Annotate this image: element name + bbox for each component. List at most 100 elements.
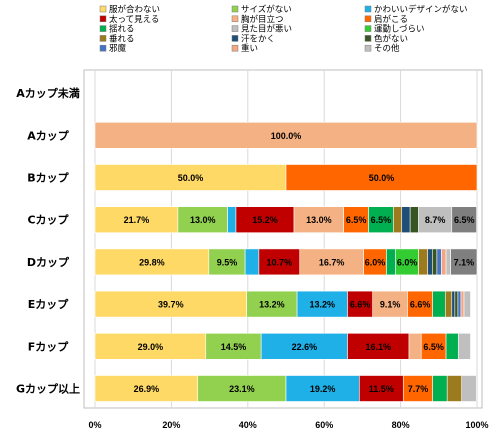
bar-segment bbox=[454, 290, 459, 318]
data-label: 19.2% bbox=[310, 384, 336, 394]
category-label: Aカップ未満 bbox=[16, 86, 80, 100]
bar-segment bbox=[401, 206, 411, 233]
data-label: 6.5% bbox=[346, 215, 367, 225]
data-label: 6.0% bbox=[365, 257, 386, 267]
bar-segment bbox=[445, 248, 451, 276]
bar-segment bbox=[407, 290, 433, 318]
data-label: 9.5% bbox=[217, 257, 238, 267]
legend-label: 胸が目立つ bbox=[241, 14, 284, 25]
category-label: Cカップ bbox=[27, 213, 69, 227]
legend-label: 垂れる bbox=[109, 33, 135, 44]
data-label: 16.7% bbox=[319, 257, 345, 267]
bar-segment bbox=[244, 248, 260, 276]
data-label: 7.7% bbox=[408, 384, 429, 394]
bar-segment bbox=[436, 248, 442, 276]
legend-swatch bbox=[231, 5, 239, 13]
bar-segment bbox=[293, 206, 344, 233]
data-label: 8.7% bbox=[425, 215, 446, 225]
legend-label: その他 bbox=[374, 43, 400, 54]
legend-swatch bbox=[231, 44, 239, 52]
legend-label: 色がない bbox=[374, 33, 408, 44]
x-tick-label: 40% bbox=[239, 420, 257, 430]
legend-label: 汗をかく bbox=[241, 33, 275, 44]
data-label: 13.0% bbox=[306, 215, 332, 225]
legend-swatch bbox=[231, 35, 239, 42]
bar-segment bbox=[420, 332, 447, 360]
data-label: 39.7% bbox=[158, 300, 184, 310]
bar-segment bbox=[441, 248, 447, 276]
data-label: 6.5% bbox=[454, 215, 475, 225]
bar-segment bbox=[446, 375, 463, 402]
x-tick-label: 0% bbox=[88, 420, 101, 430]
data-label: 6.0% bbox=[397, 257, 418, 267]
bar-segment bbox=[177, 206, 228, 233]
bar-segment bbox=[445, 332, 459, 360]
bar-segment bbox=[94, 122, 478, 149]
category-label: Bカップ bbox=[27, 171, 69, 185]
x-tick-label: 80% bbox=[392, 420, 410, 430]
legend-swatch bbox=[99, 5, 107, 13]
bar-segment bbox=[246, 290, 298, 318]
bar-segment bbox=[461, 375, 477, 402]
category-label: Dカップ bbox=[27, 255, 70, 269]
legend-swatch bbox=[364, 5, 372, 13]
legend-label: 見た目が悪い bbox=[241, 24, 292, 35]
bar-segment bbox=[418, 206, 453, 233]
bar-segment bbox=[457, 290, 462, 318]
legend-label: サイズがない bbox=[241, 4, 292, 15]
bar-segment bbox=[359, 375, 404, 402]
bar-segment bbox=[94, 206, 179, 233]
bar-segment bbox=[393, 206, 403, 233]
category-label: Eカップ bbox=[28, 297, 70, 311]
bar-segment bbox=[258, 248, 301, 276]
data-label: 15.2% bbox=[252, 215, 278, 225]
legend-swatch bbox=[99, 15, 107, 23]
legend-label: 重い bbox=[241, 43, 258, 54]
legend-swatch bbox=[99, 25, 107, 32]
data-label: 29.8% bbox=[139, 257, 165, 267]
bar-segment bbox=[450, 248, 478, 276]
data-label: 100.0% bbox=[271, 131, 302, 141]
data-label: 50.0% bbox=[369, 173, 395, 183]
legend-swatch bbox=[364, 44, 372, 52]
legend-label: 太って見える bbox=[109, 14, 159, 25]
bar-segment bbox=[205, 332, 262, 360]
data-label: 21.7% bbox=[124, 215, 150, 225]
bar-segment bbox=[460, 290, 465, 318]
category-label: Gカップ以上 bbox=[16, 382, 80, 396]
bar-segment bbox=[444, 290, 453, 318]
data-label: 6.6% bbox=[410, 300, 431, 310]
legend-swatch bbox=[231, 25, 239, 32]
x-tick-label: 60% bbox=[315, 420, 333, 430]
bar-segment bbox=[94, 290, 247, 318]
category-label: Fカップ bbox=[28, 339, 70, 353]
legend-label: 運動しづらい bbox=[374, 24, 425, 35]
bars bbox=[94, 122, 478, 402]
bar-segment bbox=[432, 248, 438, 276]
bar-segment bbox=[227, 206, 237, 233]
bar-segment bbox=[451, 290, 456, 318]
bar-segment bbox=[368, 206, 394, 233]
legend-swatch bbox=[364, 35, 372, 42]
bar-segment bbox=[409, 206, 419, 233]
data-label: 13.2% bbox=[310, 300, 336, 310]
legend-swatch bbox=[364, 25, 372, 32]
bar-segment bbox=[432, 290, 446, 318]
bar-segment bbox=[463, 290, 471, 318]
data-label: 29.0% bbox=[138, 342, 164, 352]
data-label: 13.0% bbox=[190, 215, 216, 225]
legend-label: 揺れる bbox=[109, 24, 135, 35]
legend-label: 邪魔 bbox=[109, 43, 127, 54]
value-axis: 0% 20% 40% 60% 80% 100% bbox=[88, 420, 488, 430]
legend-swatch bbox=[99, 35, 107, 42]
bar-segment bbox=[457, 332, 471, 360]
data-label: 23.1% bbox=[229, 384, 255, 394]
legend-swatch bbox=[231, 15, 239, 23]
data-label: 6.6% bbox=[350, 300, 371, 310]
data-label: 26.9% bbox=[134, 384, 160, 394]
data-label: 16.1% bbox=[365, 342, 391, 352]
bar-segment bbox=[432, 375, 448, 402]
data-label: 10.7% bbox=[267, 257, 293, 267]
